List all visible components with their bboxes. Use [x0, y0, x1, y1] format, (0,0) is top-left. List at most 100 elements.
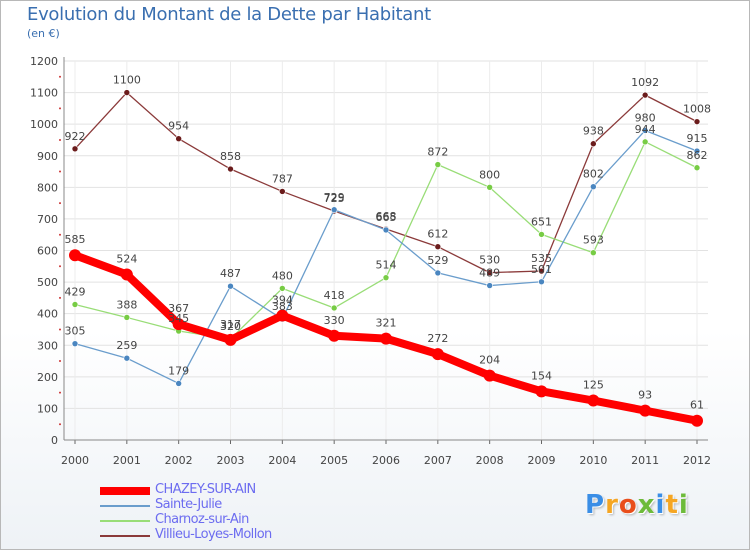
data-point-chazey-sur-ain [276, 309, 289, 322]
y-minor-dot [59, 328, 61, 331]
y-minor-dot [59, 170, 61, 173]
data-point-sainte-julie [693, 147, 701, 155]
data-label-chazey-sur-ain: 367 [168, 302, 189, 315]
y-minor-dot [59, 360, 61, 363]
data-point-sainte-julie [123, 354, 131, 362]
data-label-villieu-loyes-mollon: 1100 [113, 74, 141, 87]
logo-letter: i [678, 490, 689, 520]
x-tick-label: 2012 [683, 454, 711, 467]
y-minor-dot [59, 107, 61, 110]
x-tick-label: 2003 [217, 454, 245, 467]
data-label-chazey-sur-ain: 321 [376, 317, 397, 330]
data-point-charnoz-sur-ain [590, 249, 597, 257]
data-point-sainte-julie [434, 269, 442, 277]
data-point-sainte-julie [590, 183, 597, 191]
data-label-chazey-sur-ain: 154 [531, 369, 552, 382]
data-label-sainte-julie: 665 [376, 211, 397, 224]
data-label-sainte-julie: 489 [479, 267, 500, 280]
y-minor-dot [59, 202, 61, 205]
data-label-sainte-julie: 487 [220, 267, 241, 280]
data-label-charnoz-sur-ain: 862 [687, 149, 708, 162]
y-tick-label: 900 [37, 150, 58, 163]
data-label-villieu-loyes-mollon: 1092 [631, 76, 659, 89]
data-point-sainte-julie [486, 282, 493, 289]
data-point-chazey-sur-ain [380, 332, 392, 345]
data-label-chazey-sur-ain: 524 [116, 253, 137, 266]
y-tick-label: 500 [37, 276, 58, 289]
x-tick-label: 2009 [528, 454, 556, 467]
data-point-charnoz-sur-ain [641, 138, 649, 146]
y-tick-label: 600 [37, 245, 58, 258]
data-label-charnoz-sur-ain: 944 [635, 123, 656, 136]
data-label-charnoz-sur-ain: 872 [427, 146, 448, 159]
data-point-sainte-julie [227, 282, 234, 290]
data-label-charnoz-sur-ain: 320 [220, 320, 241, 333]
x-tick-label: 2008 [476, 454, 504, 467]
data-label-chazey-sur-ain: 272 [427, 332, 448, 345]
data-label-charnoz-sur-ain: 418 [324, 289, 345, 302]
data-label-chazey-sur-ain: 61 [690, 399, 704, 412]
data-point-villieu-loyes-mollon [175, 135, 182, 142]
x-tick-label: 2005 [320, 454, 348, 467]
logo-letter: r [605, 490, 619, 520]
data-label-villieu-loyes-mollon: 858 [220, 150, 241, 163]
data-label-villieu-loyes-mollon: 954 [168, 120, 189, 133]
data-point-charnoz-sur-ain [382, 274, 390, 281]
data-label-villieu-loyes-mollon: 535 [531, 252, 552, 265]
y-tick-label: 700 [37, 213, 58, 226]
data-point-charnoz-sur-ain [486, 184, 493, 191]
data-label-chazey-sur-ain: 125 [583, 379, 604, 392]
data-point-charnoz-sur-ain [123, 314, 131, 321]
data-point-chazey-sur-ain [483, 369, 496, 382]
data-label-chazey-sur-ain: 204 [479, 354, 500, 367]
data-label-sainte-julie: 980 [635, 111, 656, 124]
x-tick-label: 2002 [165, 454, 193, 467]
data-label-sainte-julie: 259 [116, 339, 137, 352]
legend-label: Sainte-Julie [155, 497, 222, 512]
data-point-chazey-sur-ain [691, 414, 703, 427]
data-point-charnoz-sur-ain [538, 231, 545, 238]
data-point-villieu-loyes-mollon [227, 165, 234, 173]
data-label-charnoz-sur-ain: 514 [376, 259, 397, 272]
data-point-chazey-sur-ain [69, 249, 81, 262]
y-tick-label: 800 [37, 181, 58, 194]
y-tick-label: 200 [37, 371, 58, 384]
x-tick-label: 2000 [61, 454, 89, 467]
data-point-sainte-julie [641, 127, 649, 134]
x-tick-label: 2006 [372, 454, 400, 467]
data-point-charnoz-sur-ain [330, 304, 338, 312]
logo-letter: x [637, 490, 656, 520]
data-point-chazey-sur-ain [328, 329, 341, 342]
data-label-villieu-loyes-mollon: 668 [376, 210, 397, 223]
y-minor-dot [59, 391, 61, 394]
y-tick-label: 400 [37, 308, 58, 321]
data-point-chazey-sur-ain [120, 268, 133, 281]
legend-swatch [100, 520, 150, 522]
proxiti-logo: Proxiti [585, 490, 689, 520]
data-point-villieu-loyes-mollon [434, 243, 442, 251]
data-point-chazey-sur-ain [535, 385, 548, 398]
data-point-chazey-sur-ain [172, 318, 185, 331]
chart-title: Evolution du Montant de la Dette par Hab… [27, 4, 431, 25]
data-label-sainte-julie: 529 [427, 254, 448, 267]
y-tick-label: 1200 [30, 55, 58, 68]
data-label-villieu-loyes-mollon: 787 [272, 172, 293, 185]
data-label-villieu-loyes-mollon: 922 [65, 130, 86, 143]
data-label-sainte-julie: 501 [531, 263, 552, 276]
data-label-sainte-julie: 383 [272, 300, 293, 313]
x-tick-label: 2010 [579, 454, 607, 467]
y-tick-label: 0 [51, 434, 58, 447]
data-label-villieu-loyes-mollon: 1008 [683, 103, 711, 116]
legend-swatch [100, 535, 150, 537]
data-point-villieu-loyes-mollon [486, 269, 493, 276]
data-point-villieu-loyes-mollon [538, 267, 545, 275]
data-point-villieu-loyes-mollon [123, 89, 131, 96]
data-label-charnoz-sur-ain: 480 [272, 269, 293, 282]
data-point-sainte-julie [330, 206, 338, 214]
data-point-sainte-julie [71, 340, 79, 347]
logo-letter: P [585, 490, 606, 520]
y-tick-label: 1000 [30, 118, 58, 131]
data-label-chazey-sur-ain: 317 [220, 318, 241, 331]
data-point-villieu-loyes-mollon [590, 140, 597, 148]
